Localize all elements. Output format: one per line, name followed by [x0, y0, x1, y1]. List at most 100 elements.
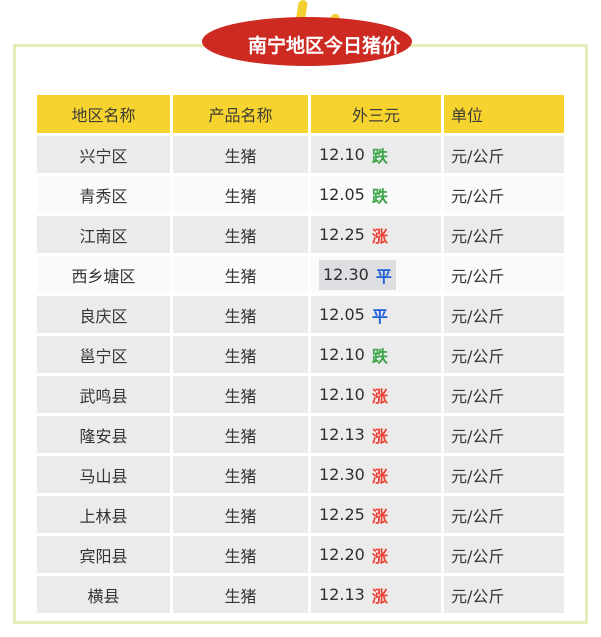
title-badge: 南宁地区今日猪价 [202, 17, 412, 66]
price-cell: 12.25 涨 [311, 496, 441, 533]
price-cell: 12.05 平 [311, 296, 441, 333]
price-cell: 12.25 涨 [311, 216, 441, 253]
trend-up-indicator: 涨 [371, 426, 388, 446]
price-value: 12.20 涨 [319, 543, 388, 567]
region-cell: 江南区 [37, 216, 170, 253]
product-cell: 生猪 [173, 416, 308, 453]
price-table: 地区名称 产品名称 外三元 单位 兴宁区 生猪 12.10 跌元/公斤 青秀区 生猪 12.… [37, 95, 564, 616]
trend-up-indicator: 涨 [371, 386, 388, 406]
table-row: 西乡塘区 生猪 12.30 平 元/公斤 [37, 256, 564, 293]
region-cell: 横县 [37, 576, 170, 613]
product-cell: 生猪 [173, 136, 308, 173]
price-cell: 12.10 跌 [311, 136, 441, 173]
table-row: 隆安县 生猪 12.13 涨 元/公斤 [37, 416, 564, 453]
product-cell: 生猪 [173, 256, 308, 293]
product-cell: 生猪 [173, 336, 308, 373]
price-number: 12.10 [319, 145, 365, 164]
region-cell: 上林县 [37, 496, 170, 533]
unit-cell: 元/公斤 [444, 336, 564, 373]
trend-down-indicator: 跌 [371, 186, 388, 206]
region-cell: 邕宁区 [37, 336, 170, 373]
trend-up-indicator: 涨 [371, 506, 388, 526]
price-cell: 12.05 跌 [311, 176, 441, 213]
trend-flat-indicator: 平 [375, 266, 392, 286]
price-cell: 12.10 涨 [311, 376, 441, 413]
price-value: 12.30 涨 [319, 463, 388, 487]
header-price-type: 外三元 [311, 95, 441, 133]
price-value: 12.25 涨 [319, 223, 388, 247]
trend-down-indicator: 跌 [371, 146, 388, 166]
product-cell: 生猪 [173, 376, 308, 413]
unit-cell: 元/公斤 [444, 576, 564, 613]
price-cell: 12.13 涨 [311, 416, 441, 453]
unit-cell: 元/公斤 [444, 296, 564, 333]
unit-cell: 元/公斤 [444, 416, 564, 453]
region-cell: 马山县 [37, 456, 170, 493]
price-value: 12.10 跌 [319, 143, 388, 167]
trend-up-indicator: 涨 [371, 226, 388, 246]
region-cell: 武鸣县 [37, 376, 170, 413]
unit-cell: 元/公斤 [444, 496, 564, 533]
table-row: 马山县 生猪 12.30 涨 元/公斤 [37, 456, 564, 493]
table-row: 宾阳县 生猪 12.20 涨 元/公斤 [37, 536, 564, 573]
header-product: 产品名称 [173, 95, 308, 133]
unit-cell: 元/公斤 [444, 216, 564, 253]
table-row: 江南区 生猪 12.25 涨 元/公斤 [37, 216, 564, 253]
price-number: 12.10 [319, 345, 365, 364]
price-number: 12.13 [319, 585, 365, 604]
unit-cell: 元/公斤 [444, 376, 564, 413]
price-cell: 12.13 涨 [311, 576, 441, 613]
price-number: 12.20 [319, 545, 365, 564]
price-cell: 12.10 跌 [311, 336, 441, 373]
trend-up-indicator: 涨 [371, 586, 388, 606]
table-row: 上林县 生猪 12.25 涨 元/公斤 [37, 496, 564, 533]
product-cell: 生猪 [173, 216, 308, 253]
price-number: 12.30 [323, 265, 369, 284]
table-header-row: 地区名称 产品名称 外三元 单位 [37, 95, 564, 133]
trend-down-indicator: 跌 [371, 346, 388, 366]
price-value: 12.10 跌 [319, 343, 388, 367]
price-value: 12.05 平 [319, 303, 388, 327]
price-number: 12.10 [319, 385, 365, 404]
trend-flat-indicator: 平 [371, 306, 388, 326]
region-cell: 宾阳县 [37, 536, 170, 573]
price-value: 12.30 平 [319, 259, 396, 290]
unit-cell: 元/公斤 [444, 456, 564, 493]
region-cell: 西乡塘区 [37, 256, 170, 293]
table-row: 武鸣县 生猪 12.10 涨 元/公斤 [37, 376, 564, 413]
price-number: 12.05 [319, 305, 365, 324]
price-cell: 12.30 平 [311, 256, 441, 293]
region-cell: 兴宁区 [37, 136, 170, 173]
price-table-body: 兴宁区 生猪 12.10 跌元/公斤 青秀区 生猪 12.05 跌元/公斤 江南区 生猪 12.25… [37, 136, 564, 613]
product-cell: 生猪 [173, 496, 308, 533]
header-region: 地区名称 [37, 95, 170, 133]
region-cell: 良庆区 [37, 296, 170, 333]
price-value: 12.10 涨 [319, 383, 388, 407]
unit-cell: 元/公斤 [444, 136, 564, 173]
table-row: 兴宁区 生猪 12.10 跌 元/公斤 [37, 136, 564, 173]
unit-cell: 元/公斤 [444, 256, 564, 293]
product-cell: 生猪 [173, 296, 308, 333]
table-row: 良庆区 生猪 12.05 平 元/公斤 [37, 296, 564, 333]
price-number: 12.25 [319, 225, 365, 244]
table-row: 青秀区 生猪 12.05 跌 元/公斤 [37, 176, 564, 213]
header-unit: 单位 [444, 95, 564, 133]
unit-cell: 元/公斤 [444, 536, 564, 573]
price-cell: 12.20 涨 [311, 536, 441, 573]
table-row: 邕宁区 生猪 12.10 跌 元/公斤 [37, 336, 564, 373]
price-cell: 12.30 涨 [311, 456, 441, 493]
table-row: 横县 生猪 12.13 涨 元/公斤 [37, 576, 564, 613]
price-value: 12.05 跌 [319, 183, 388, 207]
trend-up-indicator: 涨 [371, 546, 388, 566]
page-title: 南宁地区今日猪价 [247, 35, 400, 57]
price-number: 12.05 [319, 185, 365, 204]
region-cell: 青秀区 [37, 176, 170, 213]
price-value: 12.13 涨 [319, 423, 388, 447]
price-number: 12.30 [319, 465, 365, 484]
product-cell: 生猪 [173, 576, 308, 613]
product-cell: 生猪 [173, 536, 308, 573]
product-cell: 生猪 [173, 176, 308, 213]
unit-cell: 元/公斤 [444, 176, 564, 213]
trend-up-indicator: 涨 [371, 466, 388, 486]
product-cell: 生猪 [173, 456, 308, 493]
